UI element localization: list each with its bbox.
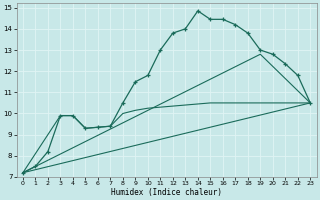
X-axis label: Humidex (Indice chaleur): Humidex (Indice chaleur) [111,188,222,197]
